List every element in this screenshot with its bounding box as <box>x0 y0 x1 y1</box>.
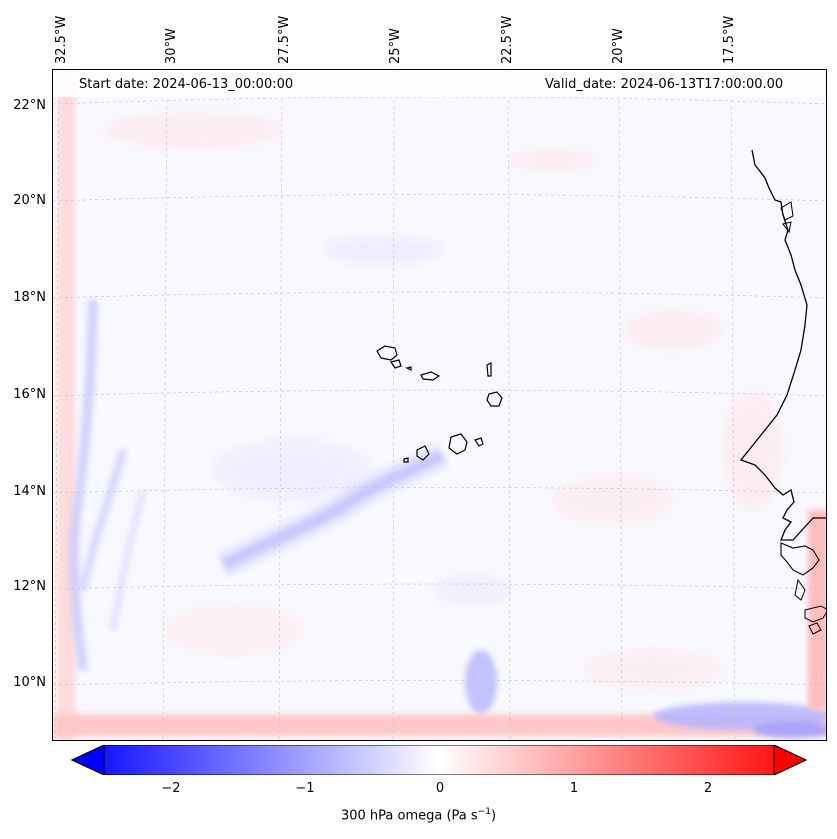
maio-island <box>474 437 484 447</box>
lon-label: 25°W <box>388 28 403 64</box>
colorbar-gradient <box>70 745 808 775</box>
colorbar-tick: −2 <box>161 781 181 796</box>
santiago-island <box>448 433 468 455</box>
lat-label: 10°N <box>13 675 46 690</box>
lat-label: 16°N <box>13 387 46 402</box>
lon-label: 32.5°W <box>54 15 69 64</box>
lat-label: 14°N <box>13 484 46 499</box>
colorbar-tick: 2 <box>703 781 713 796</box>
lat-label: 12°N <box>13 579 46 594</box>
lon-label: 27.5°W <box>277 15 292 64</box>
santo-antao-island <box>376 345 398 361</box>
map-canvas <box>53 70 826 740</box>
lat-label: 22°N <box>13 98 46 113</box>
santa-luzia-island <box>405 366 412 371</box>
islet <box>808 622 822 635</box>
lat-label: 20°N <box>13 193 46 208</box>
omega-field-faint <box>103 112 783 690</box>
left-boundary-band <box>57 70 75 740</box>
omega-field-blue-band <box>217 443 449 577</box>
colorbar-label: 300 hPa omega (Pa s−1) <box>340 807 497 824</box>
boa-vista-island <box>486 391 503 407</box>
colorbar-tick: −1 <box>295 781 315 796</box>
colorbar-high-extend <box>773 745 808 775</box>
guinea-bissau-coast <box>794 578 806 601</box>
right-boundary-band <box>808 510 826 710</box>
colorbar-low-extend <box>70 745 105 775</box>
sao-nicolau-island <box>420 371 441 381</box>
lon-label: 30°W <box>164 28 179 64</box>
gambia-coast <box>780 542 820 576</box>
sao-vicente-island <box>390 359 402 369</box>
bijagos-islands <box>804 605 826 623</box>
omega-field-blue-left <box>69 299 146 671</box>
colorbar <box>70 745 808 775</box>
map-panel <box>52 69 827 741</box>
omega-field-blue-bottom-right <box>653 702 826 738</box>
lon-label: 22.5°W <box>500 15 515 64</box>
africa-coastline <box>739 149 826 541</box>
lat-label: 18°N <box>13 290 46 305</box>
cape-verde-islands <box>376 345 503 463</box>
coast-feature <box>780 201 794 221</box>
graticule <box>53 70 826 740</box>
brava-island <box>403 457 409 463</box>
lon-label: 17.5°W <box>722 15 737 64</box>
colorbar-tick: 0 <box>435 781 445 796</box>
bottom-boundary-band <box>53 714 826 736</box>
coast-feature <box>782 221 792 234</box>
colorbar-tick: 1 <box>569 781 579 796</box>
valid-date-label: Valid_date: 2024-06-13T17:00:00.00 <box>545 77 784 92</box>
lon-label: 20°W <box>611 28 626 64</box>
fogo-island <box>416 445 430 461</box>
sal-island <box>486 362 492 377</box>
start-date-label: Start date: 2024-06-13_00:00:00 <box>79 77 294 92</box>
omega-field-blue-blob <box>465 650 497 714</box>
